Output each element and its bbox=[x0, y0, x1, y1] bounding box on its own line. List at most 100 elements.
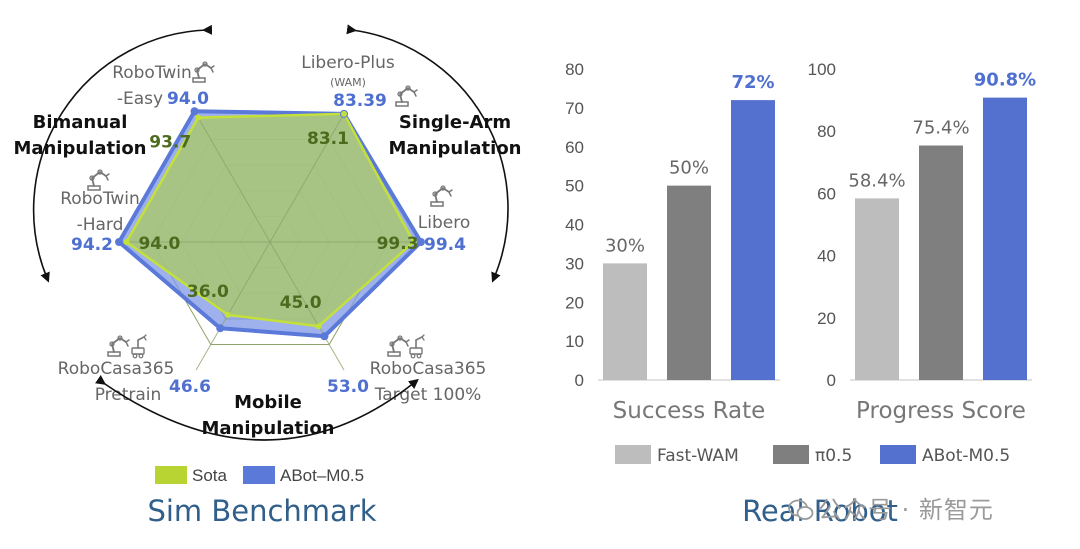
radar-abot-value: 46.6 bbox=[169, 377, 211, 397]
watermark: 公众号 · 新智元 bbox=[788, 490, 994, 525]
radar-sota-value: 99.3 bbox=[377, 234, 419, 254]
y-tick-label: 70 bbox=[565, 99, 584, 118]
group-arrow-mobile bbox=[95, 375, 419, 441]
legend-swatch-abot-m0-5 bbox=[880, 445, 916, 464]
legend-swatch-0-5 bbox=[773, 445, 809, 464]
radar-axis-label: -Hard bbox=[77, 215, 124, 235]
radar-axis-label: (WAM) bbox=[330, 76, 366, 89]
group-arrow-bimanual bbox=[32, 24, 213, 283]
y-tick-label: 20 bbox=[817, 309, 836, 328]
radar-abot-value: 99.4 bbox=[424, 235, 466, 255]
robot-arm-icon bbox=[430, 185, 453, 207]
bar-0-5 bbox=[919, 145, 963, 380]
y-tick-label: 80 bbox=[565, 60, 584, 79]
y-tick-label: 40 bbox=[817, 247, 836, 266]
bar-fast-wam bbox=[603, 263, 647, 380]
mobile-robot-icon bbox=[131, 334, 147, 359]
legend-label-abot: ABot–M0.5 bbox=[280, 466, 364, 485]
radar-spoke bbox=[195, 241, 271, 371]
y-tick-label: 20 bbox=[565, 293, 584, 312]
bar-value-label: 30% bbox=[605, 235, 645, 256]
legend-label-abot-m0-5: ABot-M0.5 bbox=[922, 446, 1010, 466]
radar-abot-value: 94.0 bbox=[167, 89, 209, 109]
bar-value-label: 90.8% bbox=[974, 70, 1036, 91]
radar-point-sota bbox=[195, 114, 202, 121]
section-title-sim: Sim Benchmark bbox=[147, 494, 376, 528]
bar-chart-title: Success Rate bbox=[613, 398, 766, 424]
robot-arm-icon bbox=[387, 335, 410, 357]
group-arrow-single-arm bbox=[346, 24, 509, 283]
y-tick-label: 10 bbox=[565, 332, 584, 351]
legend-label-sota: Sota bbox=[192, 466, 228, 485]
radar-axis-label: Pretrain bbox=[95, 385, 162, 405]
radar-axis-label: RoboTwin bbox=[112, 63, 192, 83]
robot-arm-icon bbox=[87, 169, 110, 191]
radar-sota-value: 36.0 bbox=[187, 282, 229, 302]
y-tick-label: 40 bbox=[565, 216, 584, 235]
y-tick-label: 50 bbox=[565, 177, 584, 196]
bar-chart-title: Progress Score bbox=[856, 398, 1026, 424]
radar-axis-label: RoboTwin bbox=[60, 189, 140, 209]
radar-abot-value: 53.0 bbox=[327, 377, 369, 397]
y-tick-label: 80 bbox=[817, 122, 836, 141]
bar-chart-success-rate: 0 10 20 30 40 50 60 70 80 30% 50% 72% Success Rate bbox=[565, 60, 780, 424]
radar-sota-value: 94.0 bbox=[138, 234, 180, 254]
radar-axis-label: Target 100% bbox=[374, 385, 482, 405]
radar-point-sota bbox=[315, 323, 322, 330]
bar-value-label: 75.4% bbox=[912, 118, 969, 139]
bar-0-5 bbox=[667, 185, 711, 380]
robot-arm-icon bbox=[192, 61, 215, 83]
radar-point-sota bbox=[224, 311, 231, 318]
bar-value-label: 50% bbox=[669, 158, 709, 179]
radar-spoke bbox=[269, 113, 345, 243]
y-tick-label: 100 bbox=[808, 60, 836, 79]
radar-sota-value: 93.7 bbox=[149, 133, 191, 153]
bar-value-label: 72% bbox=[731, 72, 774, 93]
legend-label-fast-wam: Fast-WAM bbox=[657, 446, 739, 466]
radar-axis-label: Libero bbox=[418, 213, 470, 233]
radar-abot-value: 83.39 bbox=[333, 91, 387, 111]
legend-label-0-5: π0.5 bbox=[815, 446, 852, 466]
radar-point-sota bbox=[341, 110, 347, 117]
y-tick-label: 0 bbox=[827, 371, 836, 390]
bar-fast-wam bbox=[855, 198, 899, 380]
bar-chart-progress-score: 0 20 40 60 80 100 58.4% 75.4% 90.8% Progress Scor… bbox=[808, 60, 1037, 424]
radar-group-label: Single-Arm bbox=[399, 112, 511, 133]
y-tick-label: 60 bbox=[817, 184, 836, 203]
radar-group-labels: Bimanual Manipulation Single-Arm Manipulati… bbox=[13, 112, 521, 439]
radar-sota-value: 83.1 bbox=[307, 129, 349, 149]
bar-abot-m0-5 bbox=[983, 97, 1027, 380]
radar-abot-value: 94.2 bbox=[71, 235, 113, 255]
y-tick-label: 0 bbox=[575, 371, 584, 390]
radar-point-abot bbox=[115, 238, 124, 246]
legend-swatch-abot bbox=[243, 466, 275, 484]
watermark-text: 公众号 · 新智元 bbox=[818, 496, 994, 524]
radar-axis-label: Libero-Plus bbox=[301, 53, 395, 73]
section-title-real: Real Robot bbox=[742, 494, 898, 528]
radar-group-label: Bimanual bbox=[33, 112, 128, 133]
radar-sota-value: 45.0 bbox=[280, 293, 322, 313]
radar-axis-label: RoboCasa365 bbox=[58, 359, 175, 379]
radar-point-abot bbox=[320, 332, 329, 341]
robot-arm-icon bbox=[395, 85, 418, 107]
mobile-robot-icon bbox=[409, 334, 425, 359]
radar-group-label: Manipulation bbox=[201, 418, 334, 439]
y-tick-label: 60 bbox=[565, 138, 584, 157]
y-tick-label: 30 bbox=[565, 254, 584, 273]
radar-group-label: Manipulation bbox=[13, 138, 146, 159]
bar-legend: Fast-WAM π0.5 ABot-M0.5 bbox=[615, 445, 1010, 466]
bar-value-label: 58.4% bbox=[848, 170, 905, 191]
robot-arm-icon bbox=[107, 335, 130, 357]
radar-spoke bbox=[269, 241, 345, 371]
radar-point-sota bbox=[123, 239, 130, 245]
legend-swatch-sota bbox=[155, 466, 187, 484]
radar-point-abot bbox=[216, 324, 225, 333]
legend-swatch-fast-wam bbox=[615, 445, 651, 464]
radar-legend: Sota ABot–M0.5 bbox=[155, 466, 364, 485]
bar-abot-m0-5 bbox=[731, 100, 775, 380]
radar-chart: 93.7 83.1 99.3 45.0 36.0 94.0 RoboTwin -Easy Li… bbox=[13, 24, 522, 528]
wechat-icon bbox=[788, 499, 814, 520]
radar-group-label: Mobile bbox=[234, 392, 302, 413]
radar-group-label: Manipulation bbox=[388, 138, 521, 159]
